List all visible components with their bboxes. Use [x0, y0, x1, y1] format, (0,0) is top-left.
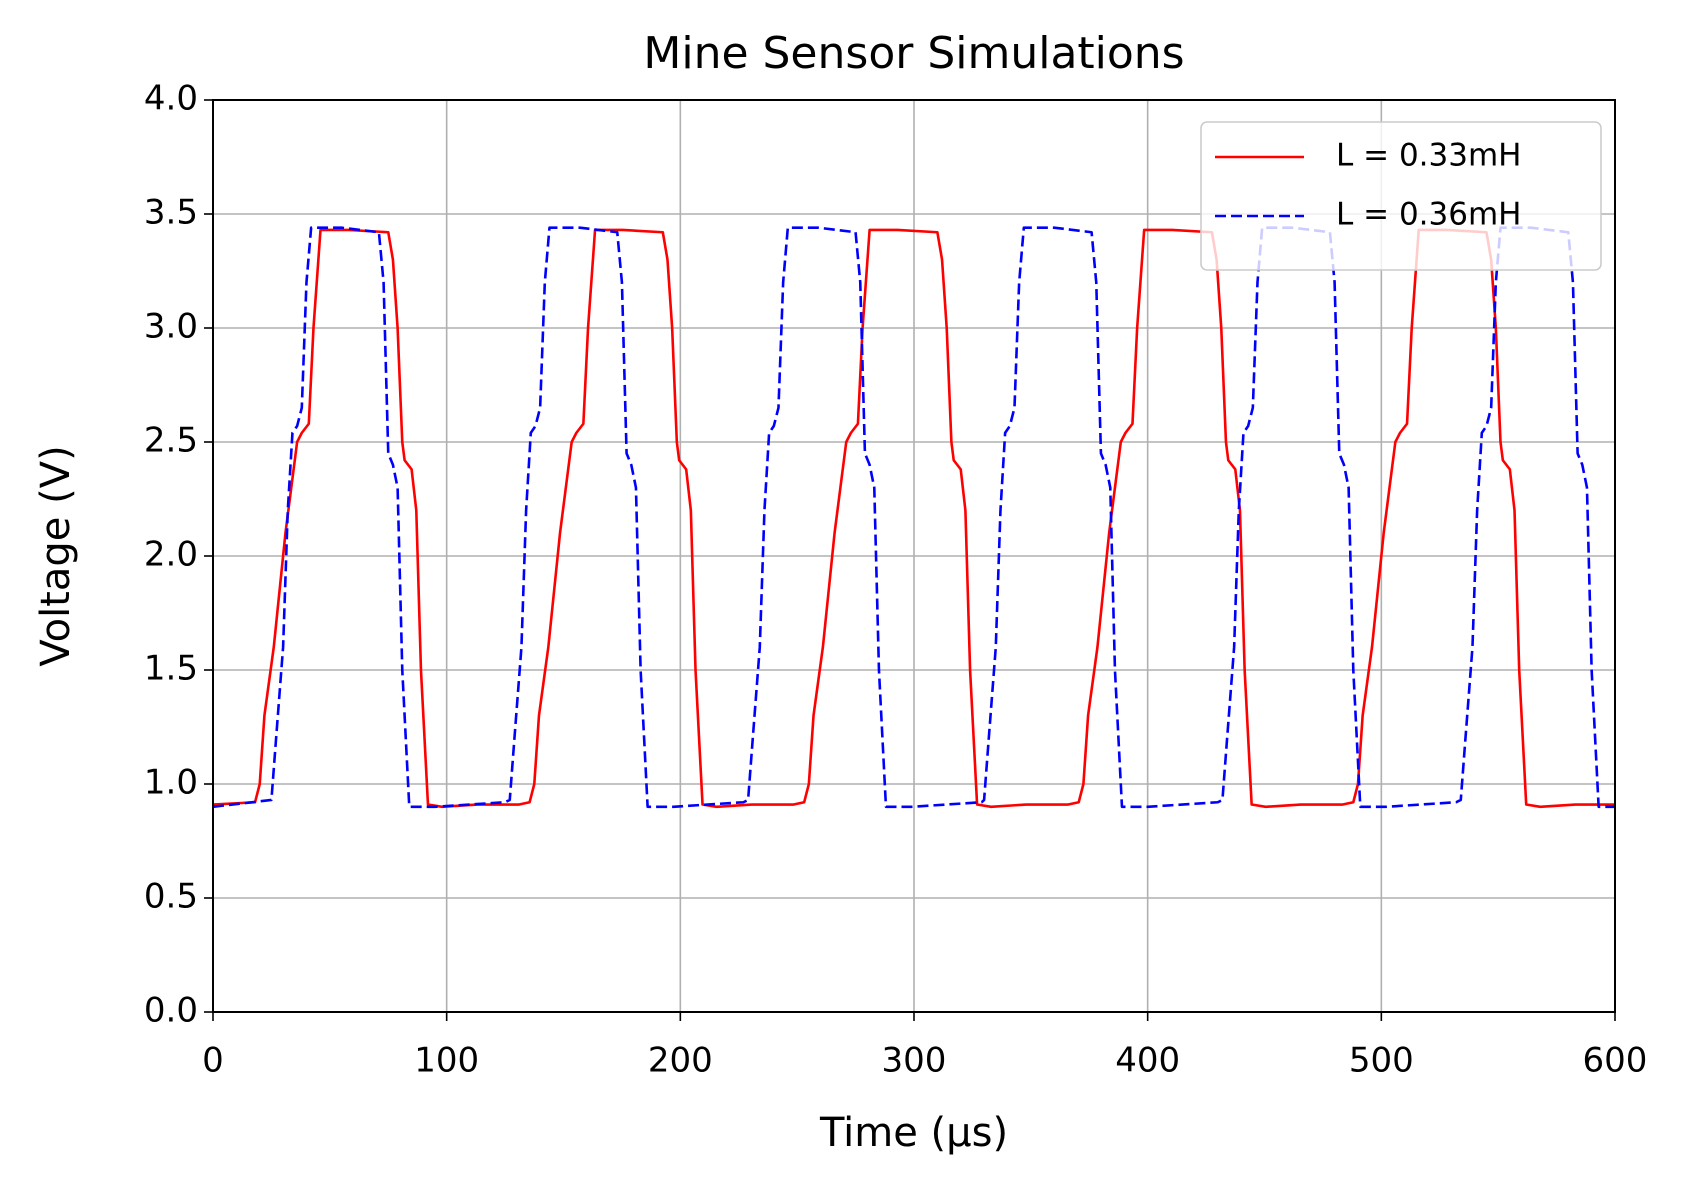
ticks: 0 100 200 300 400 500 600 0.0 0.5 1.0 1.5 2.0 2.5 3.0…	[144, 79, 1648, 1081]
y-tick-label: 0.0	[144, 991, 198, 1031]
y-tick-label: 1.0	[144, 763, 198, 803]
x-tick-label: 100	[414, 1041, 479, 1081]
x-tick-label: 600	[1583, 1041, 1648, 1081]
plot-lines	[212, 226, 1615, 809]
y-tick-label: 4.0	[144, 79, 198, 119]
legend-label: L = 0.36mH	[1336, 197, 1522, 233]
y-axis-label: Voltage (V)	[33, 445, 79, 666]
x-tick-label: 500	[1349, 1041, 1414, 1081]
legend: L = 0.33mH L = 0.36mH	[1200, 121, 1602, 271]
y-tick-label: 3.0	[144, 307, 198, 347]
y-tick-label: 1.5	[144, 649, 198, 689]
x-tick-label: 0	[202, 1041, 224, 1081]
x-tick-label: 300	[882, 1041, 947, 1081]
y-tick-label: 3.5	[144, 193, 198, 233]
x-axis-label: Time (µs)	[819, 1110, 1008, 1156]
y-tick-label: 2.5	[144, 421, 198, 461]
y-tick-label: 0.5	[144, 877, 198, 917]
x-tick-label: 200	[648, 1041, 713, 1081]
chart-title: Mine Sensor Simulations	[643, 28, 1184, 79]
x-tick-label: 400	[1115, 1041, 1180, 1081]
data-line	[212, 228, 1615, 809]
legend-box	[1200, 121, 1602, 271]
data-line	[212, 226, 1615, 809]
y-tick-label: 2.0	[144, 535, 198, 575]
legend-label: L = 0.33mH	[1336, 138, 1522, 174]
